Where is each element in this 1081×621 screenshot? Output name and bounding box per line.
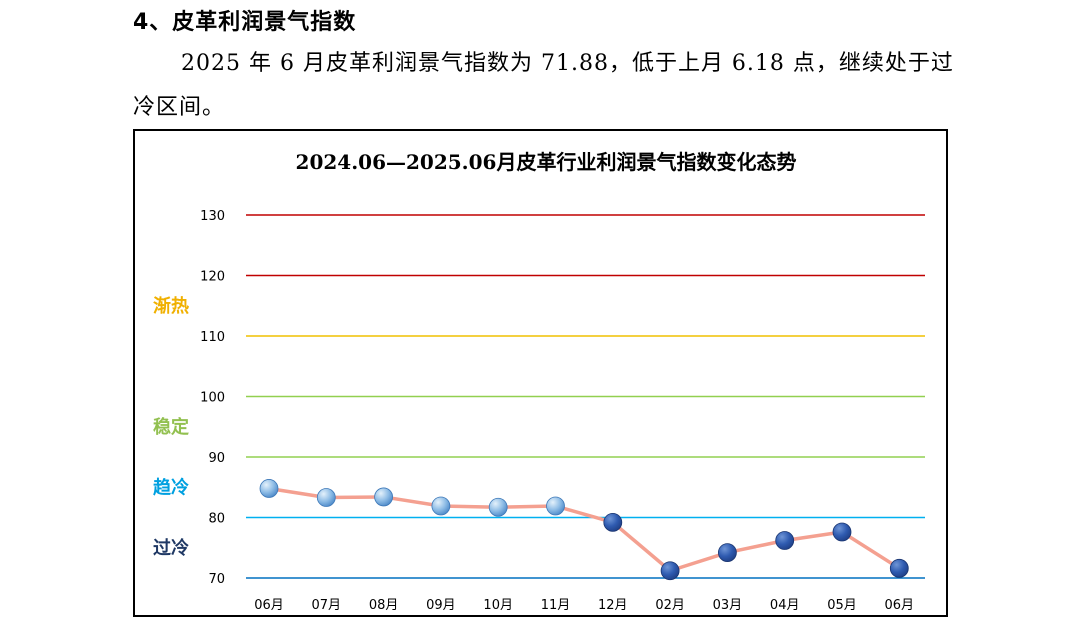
x-tick-label: 11月: [541, 598, 571, 613]
x-tick-label: 03月: [713, 598, 743, 613]
y-tick-label: 70: [208, 572, 225, 587]
y-tick-label: 90: [208, 451, 225, 466]
data-point: [889, 558, 909, 578]
x-tick-label: 08月: [369, 598, 399, 613]
x-tick-label: 10月: [483, 598, 513, 613]
x-tick-label: 07月: [312, 598, 342, 613]
data-point: [316, 488, 336, 507]
x-tick-label: 06月: [885, 598, 915, 613]
y-tick-label: 80: [208, 512, 225, 527]
zone-label: 过冷: [153, 537, 189, 559]
y-tick-label: 130: [200, 209, 225, 224]
data-point: [488, 497, 508, 517]
chart-container: 2024.06—2025.06月皮革行业利润景气指数变化态势 70 80 90 100…: [133, 129, 948, 617]
data-point: [431, 496, 451, 516]
section-paragraph: 2025 年 6 月皮革利润景气指数为 71.88，低于上月 6.18 点，继续…: [133, 42, 955, 130]
x-tick-label: 02月: [655, 598, 685, 613]
y-tick-label: 120: [200, 270, 225, 285]
series-line: [268, 486, 901, 573]
data-point: [546, 496, 565, 516]
zone-label: 稳定: [153, 416, 189, 438]
data-point: [660, 561, 680, 581]
x-tick-label: 12月: [598, 598, 628, 613]
y-tick-label: 110: [200, 330, 225, 345]
data-point: [259, 479, 279, 498]
chart-title: 2024.06—2025.06月皮革行业利润景气指数变化态势: [296, 150, 797, 174]
x-tick-label: 04月: [770, 598, 800, 613]
x-tick-label: 06月: [254, 598, 284, 613]
data-point: [775, 531, 795, 550]
x-tick-label: 09月: [426, 598, 456, 613]
data-point: [718, 543, 737, 562]
paragraph-text: 2025 年 6 月皮革利润景气指数为 71.88，低于上月 6.18 点，继续…: [133, 51, 954, 120]
data-point: [832, 522, 852, 542]
section-heading: 4、皮革利润景气指数: [133, 10, 357, 35]
data-point: [603, 512, 623, 532]
zone-label: 渐热: [153, 295, 189, 317]
data-point: [374, 487, 394, 507]
y-tick-label: 100: [200, 391, 225, 406]
line-chart: 2024.06—2025.06月皮革行业利润景气指数变化态势 70 80 90 100…: [153, 150, 925, 613]
x-tick-label: 05月: [827, 598, 857, 613]
zone-label: 趋冷: [153, 476, 189, 498]
